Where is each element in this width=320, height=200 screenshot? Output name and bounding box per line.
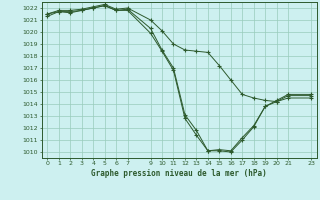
X-axis label: Graphe pression niveau de la mer (hPa): Graphe pression niveau de la mer (hPa): [91, 169, 267, 178]
